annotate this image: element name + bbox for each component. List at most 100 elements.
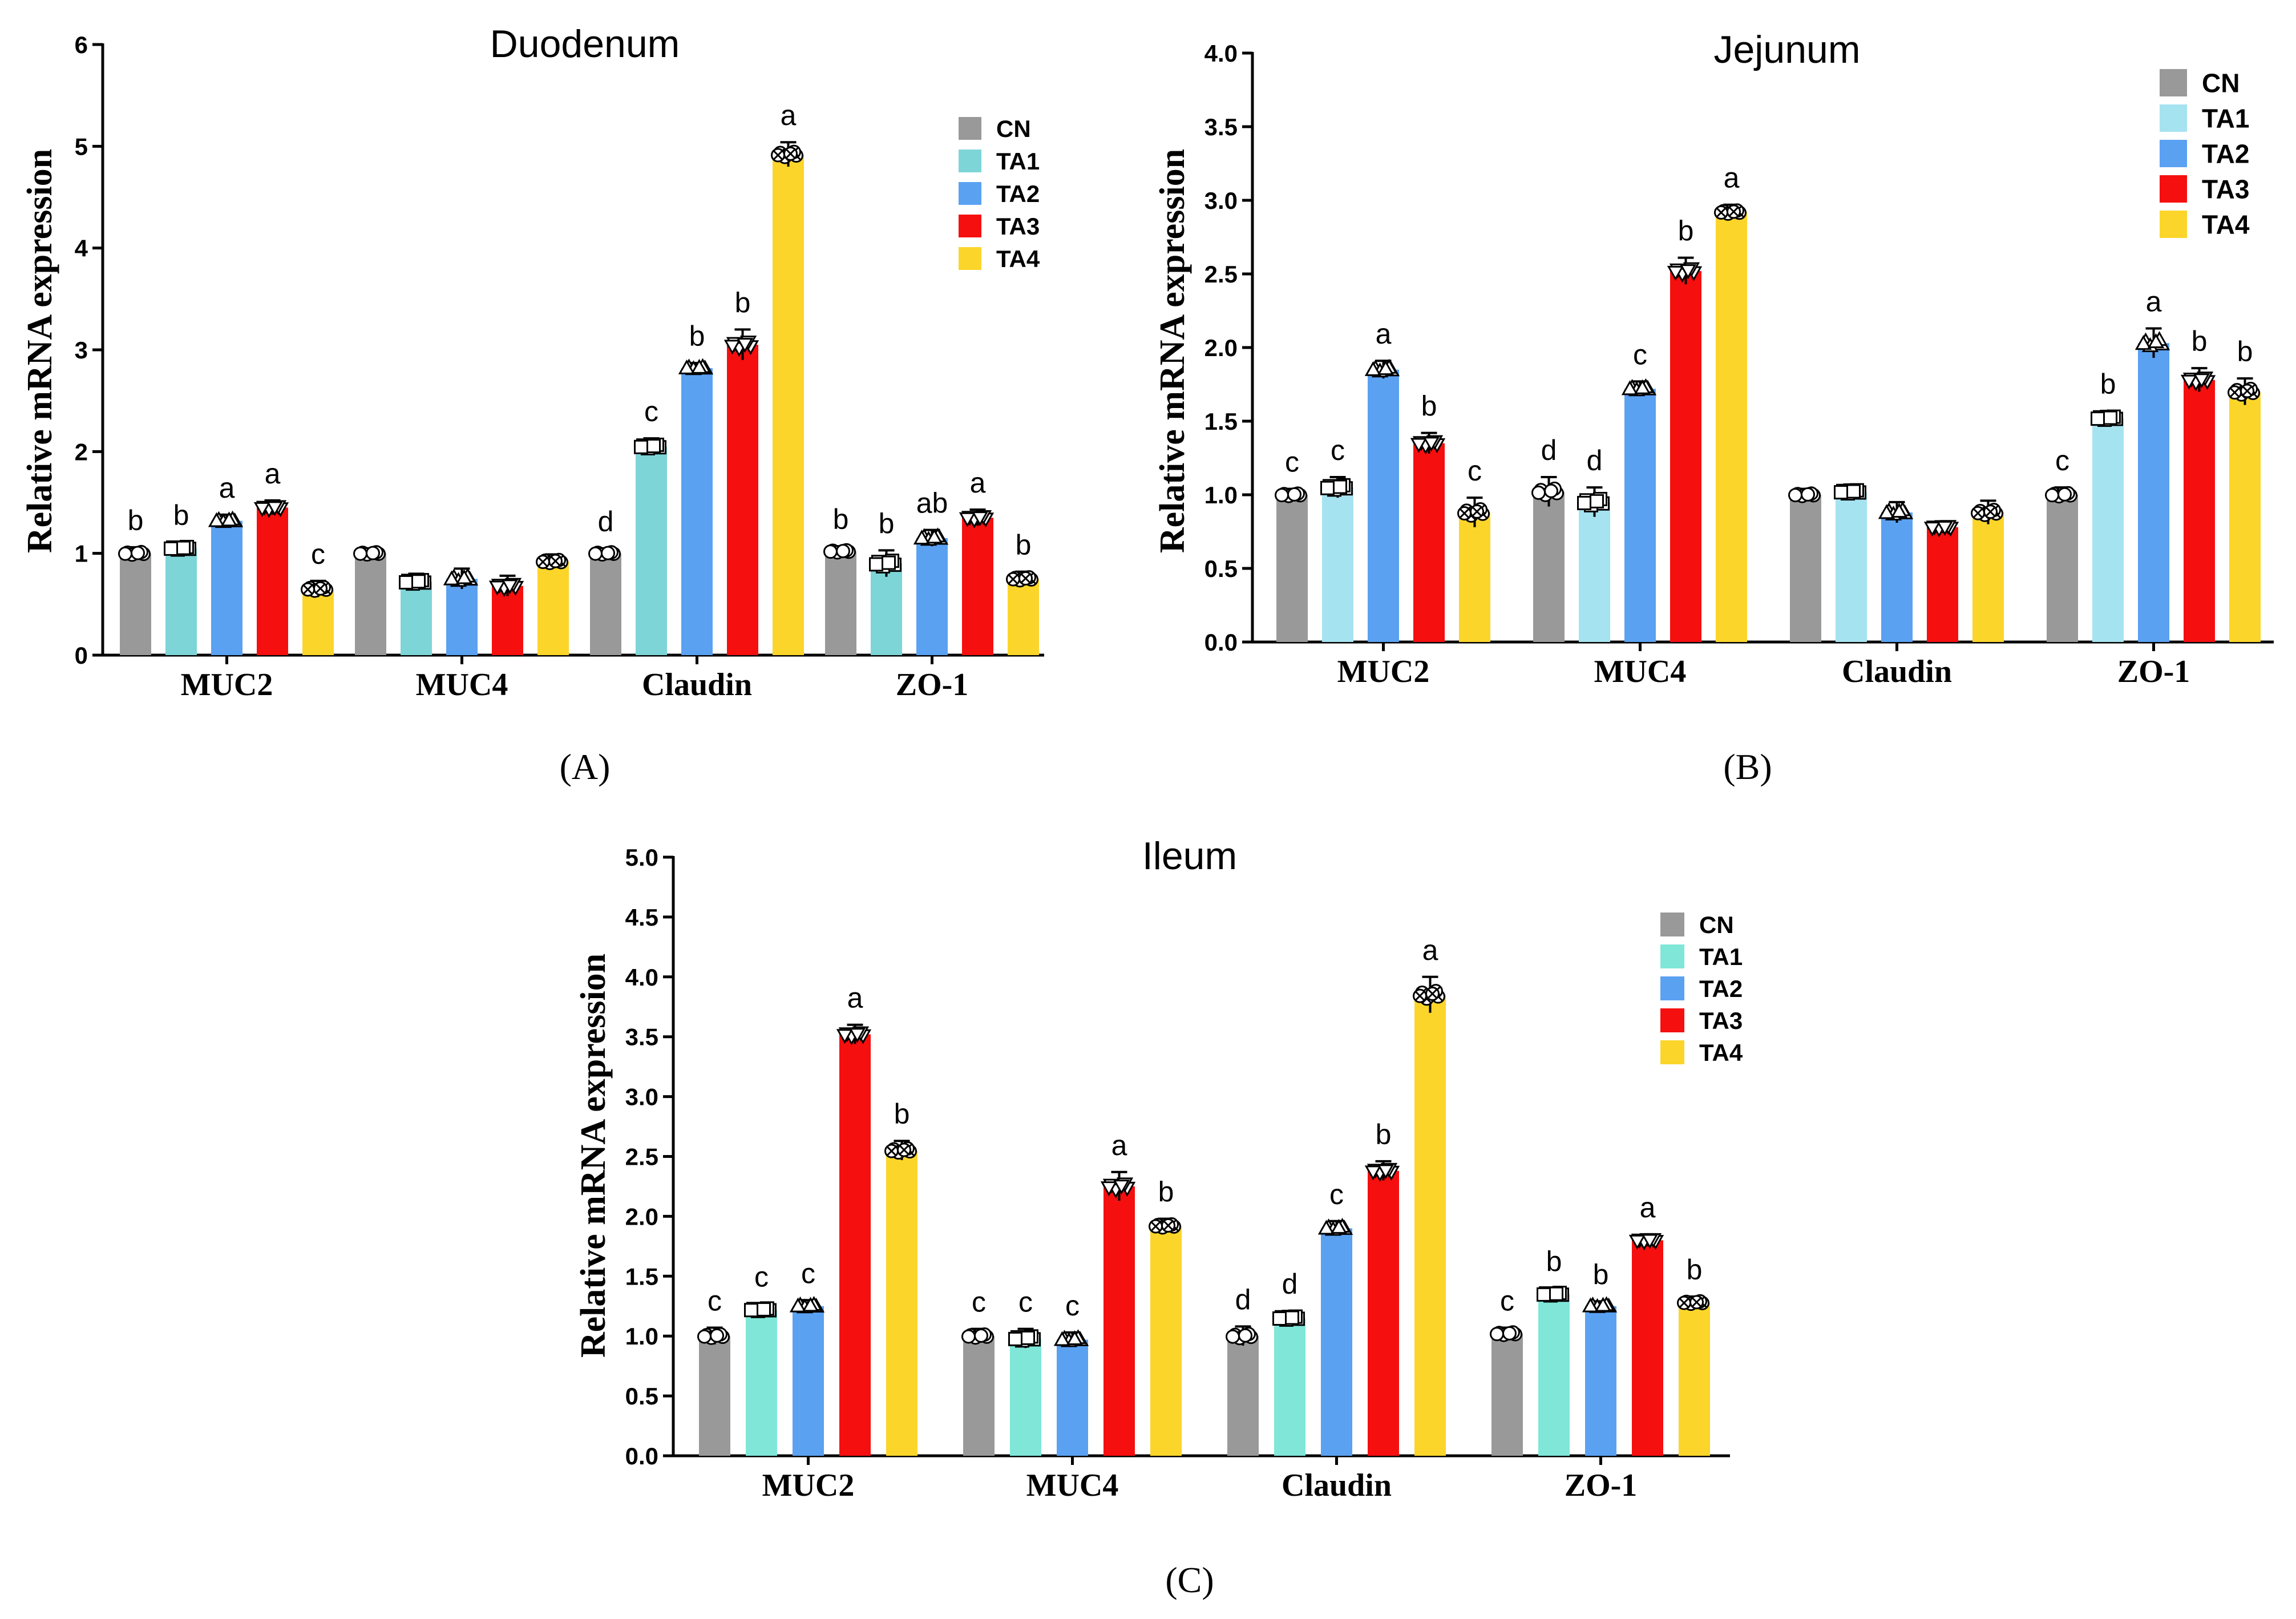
- significance-letter: b: [833, 503, 849, 535]
- data-point: [208, 512, 225, 527]
- bar: [2229, 391, 2261, 642]
- category-label: MUC2: [1337, 654, 1430, 689]
- data-point-cross: [785, 148, 796, 159]
- bar: [165, 548, 197, 655]
- data-point: [601, 546, 615, 560]
- significance-letter: c: [1285, 446, 1299, 478]
- y-tick-label: 1: [75, 540, 88, 567]
- bar: [1491, 1334, 1523, 1456]
- data-point: [2180, 374, 2198, 390]
- significance-letter: a: [2146, 285, 2162, 317]
- data-point: [646, 439, 661, 454]
- data-point-cross: [899, 1145, 909, 1155]
- legend-label: TA4: [996, 245, 1040, 272]
- data-point: [836, 1029, 854, 1044]
- data-point-cross: [302, 584, 313, 595]
- data-point: [164, 541, 178, 556]
- legend-label: CN: [2202, 68, 2240, 98]
- data-point: [1594, 1297, 1612, 1312]
- data-point: [1490, 1327, 1504, 1342]
- legend-swatch: [1660, 1040, 1684, 1064]
- data-point: [1679, 264, 1697, 280]
- data-point: [757, 1302, 771, 1317]
- significance-letter: b: [1687, 1254, 1703, 1286]
- data-point: [1549, 1286, 1563, 1301]
- data-point: [1272, 1311, 1287, 1326]
- significance-letter: b: [1421, 390, 1437, 422]
- data-point-cross: [1716, 207, 1727, 218]
- y-axis-label: Relative mRNA expression: [574, 954, 613, 1358]
- data-point: [1377, 360, 1394, 376]
- data-point: [974, 1328, 988, 1343]
- data-point: [1364, 361, 1382, 376]
- y-tick-label: 3.5: [1204, 114, 1238, 140]
- bar: [681, 368, 713, 655]
- bar: [1459, 512, 1490, 642]
- y-tick-label: 6: [75, 31, 88, 58]
- category-label: ZO-1: [1565, 1468, 1638, 1503]
- significance-letter: c: [754, 1261, 769, 1293]
- y-tick-label: 1.5: [1204, 408, 1238, 435]
- data-point: [1238, 1328, 1252, 1343]
- data-point: [802, 1297, 819, 1312]
- significance-letter: a: [219, 472, 235, 504]
- data-point-cross: [1427, 988, 1438, 999]
- category-label: MUC2: [181, 667, 273, 702]
- bar: [1150, 1226, 1182, 1456]
- y-tick-label: 2.0: [1204, 334, 1238, 361]
- bar: [963, 1336, 995, 1456]
- significance-letter: a: [847, 982, 863, 1014]
- data-point: [1641, 1234, 1659, 1249]
- data-point: [353, 546, 367, 561]
- bar: [825, 551, 856, 655]
- y-tick-label: 5.0: [625, 844, 658, 871]
- data-point: [1364, 1165, 1382, 1181]
- category-label: MUC4: [1594, 654, 1687, 689]
- data-point: [2057, 487, 2072, 502]
- data-point: [1582, 1297, 1599, 1313]
- bar: [773, 154, 804, 656]
- data-point: [1628, 1234, 1646, 1250]
- bar: [1010, 1338, 1041, 1456]
- bar: [1716, 212, 1747, 642]
- data-point-cross: [1972, 508, 1983, 518]
- legend-swatch: [959, 215, 981, 237]
- bar: [636, 446, 667, 655]
- bar: [699, 1336, 730, 1456]
- significance-letter: ab: [916, 487, 948, 519]
- data-point: [1066, 1330, 1084, 1346]
- data-point: [1590, 494, 1604, 508]
- chart-panel-ileum: Ileum Relative mRNA expression 0.0 0.5 1.0 1.…: [574, 834, 1743, 1600]
- significance-letter: b: [173, 499, 189, 531]
- significance-letter: c: [311, 538, 325, 570]
- bar: [2138, 343, 2169, 642]
- data-point: [1330, 1218, 1348, 1234]
- legend-label: TA2: [1699, 975, 1743, 1002]
- y-tick-label: 3.0: [1204, 187, 1238, 214]
- bar: [590, 553, 621, 655]
- legend-label: TA2: [996, 180, 1040, 207]
- panel-label: (A): [560, 746, 611, 787]
- bar: [446, 579, 478, 655]
- bar: [1927, 527, 1958, 642]
- legend-swatch: [1660, 913, 1684, 936]
- data-point-cross: [1728, 207, 1739, 217]
- significance-letter: b: [2237, 336, 2253, 368]
- significance-letter: a: [1640, 1192, 1656, 1224]
- bar: [1274, 1318, 1305, 1456]
- legend-swatch: [1660, 976, 1684, 1000]
- bar: [839, 1034, 871, 1456]
- data-point: [1667, 265, 1684, 281]
- data-point-cross: [1008, 574, 1018, 584]
- data-point: [2147, 333, 2165, 349]
- significance-letter: a: [1376, 318, 1392, 350]
- data-point: [961, 1329, 976, 1344]
- legend-swatch: [2160, 175, 2187, 203]
- significance-letter: c: [1500, 1285, 1514, 1317]
- bar: [1368, 1170, 1399, 1456]
- data-point: [736, 338, 754, 353]
- legend-label: CN: [1699, 911, 1734, 938]
- data-point: [971, 511, 989, 527]
- significance-letter: c: [2055, 445, 2069, 477]
- bar: [2047, 495, 2078, 642]
